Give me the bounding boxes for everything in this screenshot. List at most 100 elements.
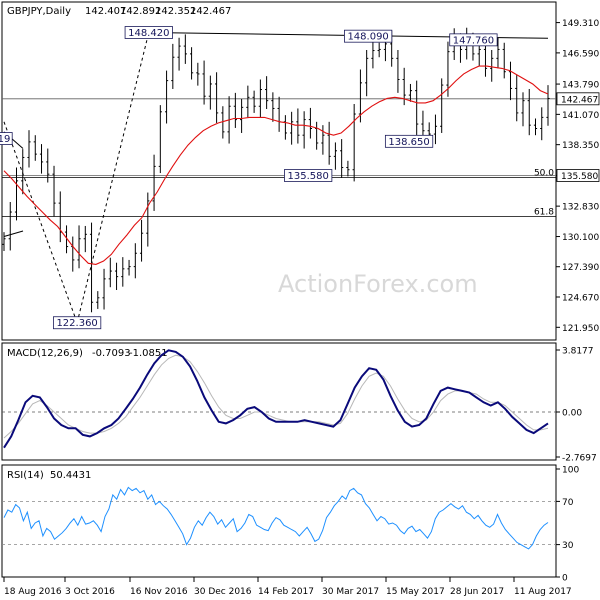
rsi-y-tick-label: 70 bbox=[562, 498, 574, 508]
price-y-tick-label: 132.830 bbox=[562, 203, 599, 213]
price-y-tick-label: 130.100 bbox=[562, 233, 599, 243]
x-tick-label: 3 Oct 2016 bbox=[65, 587, 115, 597]
price-annotation-label: 138.650 bbox=[388, 137, 429, 148]
price-bar bbox=[96, 291, 100, 309]
price-header-low: 142.352 bbox=[155, 6, 196, 17]
price-bar bbox=[214, 72, 219, 123]
price-annotation-label: 147.760 bbox=[453, 35, 494, 46]
price-bar bbox=[340, 139, 344, 178]
price-bar bbox=[377, 42, 381, 58]
price-y-tick-label: 143.790 bbox=[562, 81, 599, 91]
price-bar bbox=[146, 192, 150, 247]
trendline bbox=[3, 230, 24, 238]
x-tick-label: 11 Aug 2017 bbox=[514, 587, 572, 597]
price-bar bbox=[265, 76, 269, 110]
x-axis: 18 Aug 2016 3 Oct 2016 16 Nov 2016 30 Dec 2… bbox=[3, 577, 572, 597]
macd-header-signal: -1.0851 bbox=[129, 348, 168, 359]
price-bar bbox=[527, 88, 531, 136]
price-bar bbox=[127, 259, 131, 276]
price-horizontal-lines: 50.0 61.8 bbox=[2, 98, 556, 217]
price-right-label-text: 135.580 bbox=[561, 172, 598, 182]
x-tick-label: 15 May 2017 bbox=[386, 587, 445, 597]
price-bar bbox=[521, 92, 525, 127]
price-bar bbox=[502, 42, 506, 79]
price-bar bbox=[114, 262, 119, 290]
price-y-tick-label: 124.670 bbox=[562, 294, 599, 304]
price-bar bbox=[352, 104, 356, 182]
price-annotation: 135.580 bbox=[284, 169, 333, 182]
price-bar bbox=[177, 37, 181, 71]
x-tick-label: 28 Jun 2017 bbox=[450, 587, 504, 597]
price-bar bbox=[46, 148, 50, 183]
macd-y-tick-label: -2.7697 bbox=[562, 454, 597, 464]
price-bar bbox=[196, 62, 200, 86]
fib-level-label: 61.8 bbox=[534, 207, 554, 217]
price-bar bbox=[490, 49, 494, 82]
price-right-label: 142.467 bbox=[556, 92, 600, 105]
rsi-levels bbox=[2, 500, 556, 545]
price-bar bbox=[208, 75, 212, 110]
price-bar bbox=[296, 108, 300, 144]
macd-y-tick-label: 3.8177 bbox=[562, 347, 594, 357]
price-panel-frame bbox=[1, 1, 557, 341]
x-tick-label: 30 Mar 2017 bbox=[322, 587, 379, 597]
price-bar bbox=[415, 80, 419, 136]
watermark: ActionForex.com bbox=[278, 270, 478, 298]
fib-level-label: 50.0 bbox=[534, 169, 554, 179]
price-ma bbox=[3, 65, 549, 265]
macd-y-tick-label: 0.00 bbox=[562, 409, 582, 419]
price-bar bbox=[283, 115, 287, 140]
price-bar bbox=[421, 110, 425, 140]
price-bar bbox=[133, 243, 137, 279]
price-bar bbox=[258, 79, 262, 118]
price-bar bbox=[83, 225, 87, 253]
price-y-tick-label: 141.070 bbox=[562, 111, 599, 121]
price-bar bbox=[52, 165, 56, 217]
price-bar bbox=[327, 121, 331, 165]
x-tick-label: 14 Feb 2017 bbox=[258, 587, 314, 597]
price-bar bbox=[108, 257, 112, 288]
price-bar bbox=[233, 92, 237, 128]
price-header-symbol: GBPJPY,Daily bbox=[7, 6, 71, 17]
price-bar bbox=[39, 144, 44, 174]
price-bar bbox=[290, 111, 294, 145]
price-header-open: 142.407 bbox=[85, 6, 126, 17]
price-bar bbox=[433, 114, 438, 145]
macd-main-line bbox=[3, 349, 549, 449]
price-y-tick-label: 138.350 bbox=[562, 141, 599, 151]
macd-header-macd: -0.7093 bbox=[92, 348, 131, 359]
price-annotations: 148.420 148.090 147.760 138.650 135.580 122.3… bbox=[0, 26, 498, 329]
price-bar bbox=[271, 92, 275, 122]
price-bar bbox=[102, 268, 106, 310]
price-bar bbox=[202, 60, 206, 105]
rsi-y-tick-label: 30 bbox=[562, 541, 574, 551]
price-bar bbox=[164, 70, 169, 124]
price-bar bbox=[89, 222, 94, 313]
rsi-header-name: RSI(14) bbox=[7, 470, 44, 481]
price-bar bbox=[446, 41, 450, 97]
price-annotation: 148.090 bbox=[344, 29, 393, 43]
price-bar bbox=[183, 34, 187, 64]
x-tick-label: 16 Nov 2016 bbox=[130, 587, 188, 597]
price-bar bbox=[308, 107, 312, 139]
price-bar bbox=[546, 85, 550, 126]
price-y-tick-label: 146.590 bbox=[562, 49, 599, 59]
price-bar bbox=[365, 49, 369, 97]
rsi-line bbox=[3, 486, 549, 550]
price-annotation-label: 148.090 bbox=[347, 32, 388, 43]
price-bar bbox=[440, 78, 444, 133]
macd-header-name: MACD(12,26,9) bbox=[7, 348, 83, 359]
price-bar bbox=[158, 105, 162, 174]
rsi-y-tick-label: 100 bbox=[562, 466, 579, 476]
price-bar bbox=[33, 135, 37, 161]
moving-average-line bbox=[3, 65, 549, 265]
price-bar bbox=[240, 98, 244, 133]
price-bar bbox=[396, 49, 400, 93]
price-bar bbox=[533, 118, 538, 136]
price-bar bbox=[358, 69, 363, 123]
price-right-label-text: 142.467 bbox=[561, 95, 598, 105]
price-annotation: 148.420 bbox=[124, 26, 173, 39]
price-annotation: 138.650 bbox=[384, 134, 434, 148]
price-bar bbox=[189, 47, 194, 80]
